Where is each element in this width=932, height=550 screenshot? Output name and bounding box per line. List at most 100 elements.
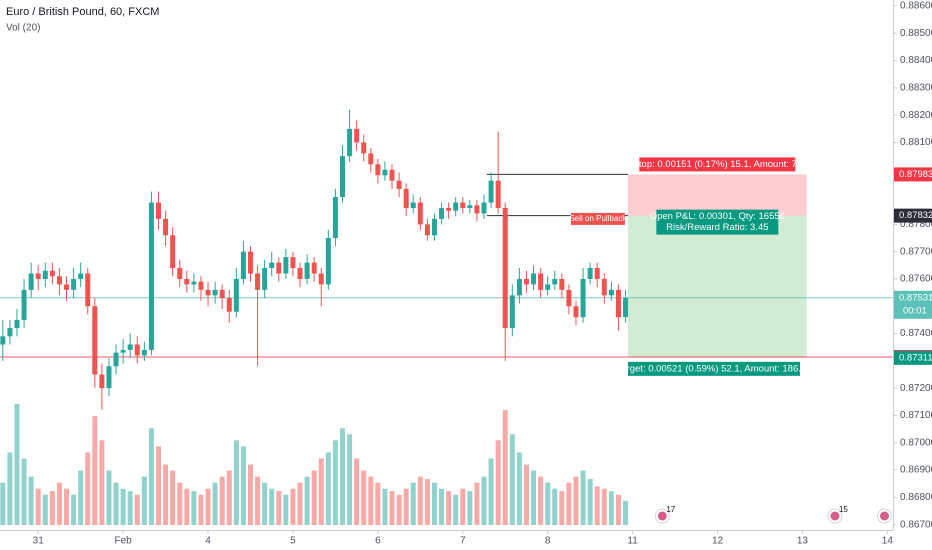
volume-bar xyxy=(297,482,303,525)
volume-bar xyxy=(488,458,494,525)
candle-body xyxy=(339,156,345,198)
candle-body xyxy=(7,328,13,337)
candle-body xyxy=(361,142,367,154)
candle-body xyxy=(538,273,544,290)
volume-bar xyxy=(623,500,629,525)
candle-body xyxy=(431,218,437,236)
volume-bar xyxy=(14,404,20,525)
volume-bar xyxy=(446,491,452,525)
volume-bar xyxy=(474,482,480,525)
candle-body xyxy=(191,281,197,285)
volume-bar xyxy=(559,491,565,525)
candle-body xyxy=(311,262,317,274)
stop-label-box xyxy=(639,157,796,172)
volume-bar xyxy=(552,488,558,525)
volume-bar xyxy=(106,470,112,525)
volume-bar xyxy=(608,491,614,525)
candle-body xyxy=(49,270,55,277)
volume-bar xyxy=(7,452,13,525)
volume-bar xyxy=(71,494,77,525)
x-tick-label: Feb xyxy=(115,536,133,547)
price-marker xyxy=(894,167,932,182)
price-marker-sublabel: 00:01 xyxy=(903,305,927,316)
annotation-box xyxy=(570,212,625,225)
candle-body xyxy=(120,349,126,353)
candle-body xyxy=(304,262,310,279)
candle-body xyxy=(163,218,169,236)
volume-bar xyxy=(417,476,423,525)
volume-bar xyxy=(523,464,529,525)
volume-bar xyxy=(205,488,211,525)
volume-bar xyxy=(467,491,473,525)
price-marker-label: 0.87832 xyxy=(899,210,932,221)
volume-bar xyxy=(389,491,395,525)
candle-body xyxy=(247,251,253,274)
volume-bar xyxy=(42,494,48,525)
price-marker-label: 0.87311 xyxy=(899,352,932,363)
candle-body xyxy=(21,289,27,320)
volume-bar xyxy=(339,428,345,525)
candle-body xyxy=(233,278,239,312)
volume-bar xyxy=(290,488,296,525)
target-label: Target: 0.00521 (0.59%) 52.1, Amount: 18… xyxy=(617,363,812,374)
volume-bar xyxy=(325,452,331,525)
volume-bar xyxy=(502,410,508,525)
candle-body xyxy=(460,202,466,208)
volume-bar xyxy=(396,494,402,525)
volume-bar xyxy=(509,434,515,525)
volume-bar xyxy=(354,458,360,525)
volume-bar xyxy=(262,482,268,525)
candle-body xyxy=(99,374,105,389)
candle-body xyxy=(375,164,381,176)
x-tick-label: 31 xyxy=(33,536,45,547)
volume-bar xyxy=(170,470,176,525)
volume-bar xyxy=(233,440,239,525)
volume-bar xyxy=(361,470,367,525)
volume-bar xyxy=(283,494,289,525)
candle-body xyxy=(14,319,20,329)
candle-body xyxy=(545,284,551,290)
candle-body xyxy=(106,366,112,389)
stop-zone xyxy=(628,174,807,216)
candle-body xyxy=(134,344,140,356)
candle-body xyxy=(446,207,452,211)
candle-body xyxy=(396,180,402,189)
volume-bar xyxy=(35,488,41,525)
volume-bar xyxy=(85,452,91,525)
volume-bar xyxy=(212,482,218,525)
volume-bar xyxy=(531,470,537,525)
candle-body xyxy=(502,207,508,329)
volume-bar xyxy=(120,488,126,525)
volume-bar xyxy=(318,458,324,525)
volume-bar xyxy=(198,494,204,525)
chart-title: Euro / British Pound, 60, FXCM xyxy=(6,6,159,18)
candle-body xyxy=(177,268,183,279)
y-tick-label: 0.86700 xyxy=(900,519,932,530)
candle-body xyxy=(255,273,261,290)
volume-bar xyxy=(332,440,338,525)
candle-body xyxy=(587,268,593,279)
candle-body xyxy=(559,278,565,290)
volume-bar xyxy=(0,482,6,525)
candle-body xyxy=(226,298,232,312)
plot-area: Sell on Pullback Stop: 0.00151 (0.17%) 15… xyxy=(0,109,893,525)
volume-bar xyxy=(601,488,607,525)
candle-body xyxy=(283,257,289,274)
candle-body xyxy=(389,169,395,181)
candle-body xyxy=(382,169,388,176)
volume-bar xyxy=(56,482,62,525)
candle-body xyxy=(354,128,360,143)
volume-bar xyxy=(127,491,133,525)
volume-bar xyxy=(269,488,275,525)
volume-bar xyxy=(615,494,621,525)
volume-bar xyxy=(177,482,183,525)
candle-body xyxy=(474,205,480,214)
candle-body xyxy=(71,278,77,290)
